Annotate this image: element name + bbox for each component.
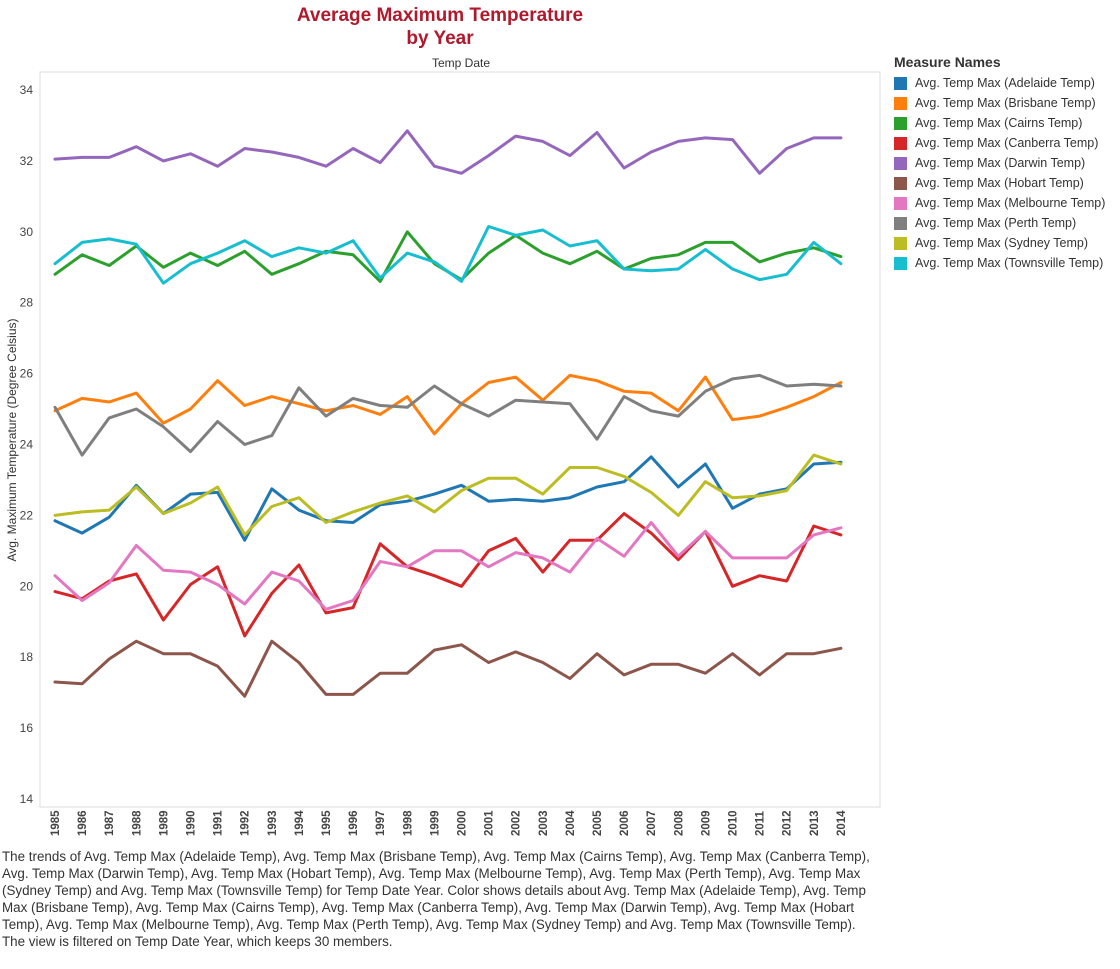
series-line-3[interactable] [53, 512, 843, 638]
x-tick-label: 2000 [457, 810, 469, 836]
legend-items: Avg. Temp Max (Adelaide Temp) Avg. Temp M… [894, 73, 1120, 273]
legend-item[interactable]: Avg. Temp Max (Melbourne Temp) [894, 193, 1120, 213]
y-tick-label: 18 [20, 650, 34, 664]
legend-swatch [894, 236, 907, 250]
x-tick-label: 1990 [186, 810, 198, 836]
chart-caption: The trends of Avg. Temp Max (Adelaide Te… [2, 849, 870, 949]
legend-label: Avg. Temp Max (Darwin Temp) [915, 156, 1086, 170]
legend-swatch [894, 196, 907, 210]
x-tick-label: 1986 [77, 810, 89, 836]
y-axis: 14 16 18 20 22 24 26 28 30 32 34 [20, 83, 34, 806]
x-tick-label: 2008 [673, 810, 685, 836]
series-line-1[interactable] [53, 373, 843, 436]
legend-swatch [894, 96, 907, 110]
legend-item[interactable]: Avg. Temp Max (Darwin Temp) [894, 153, 1120, 173]
legend-item[interactable]: Avg. Temp Max (Sydney Temp) [894, 233, 1120, 253]
legend-item[interactable]: Avg. Temp Max (Hobart Temp) [894, 173, 1120, 193]
x-tick-label: 2006 [619, 810, 631, 836]
x-axis-header: Temp Date [432, 56, 490, 70]
y-tick-label: 20 [20, 579, 34, 593]
series-line-8[interactable] [53, 453, 843, 537]
x-tick-label: 1989 [158, 810, 170, 836]
legend-label: Avg. Temp Max (Cairns Temp) [915, 116, 1083, 130]
series-line-4[interactable] [53, 129, 843, 175]
series-line-7[interactable] [53, 373, 843, 457]
legend-label: Avg. Temp Max (Perth Temp) [915, 216, 1077, 230]
chart-title: Average Maximum Temperature by Year [200, 4, 680, 50]
x-tick-label: 1992 [240, 810, 252, 836]
x-tick-label: 1987 [104, 810, 116, 836]
legend-label: Avg. Temp Max (Townsville Temp) [915, 256, 1104, 270]
legend-item[interactable]: Avg. Temp Max (Brisbane Temp) [894, 93, 1120, 113]
legend-label: Avg. Temp Max (Hobart Temp) [915, 176, 1084, 190]
legend-label: Avg. Temp Max (Melbourne Temp) [915, 196, 1106, 210]
legend-label: Avg. Temp Max (Canberra Temp) [915, 136, 1099, 150]
legend-label: Avg. Temp Max (Brisbane Temp) [915, 96, 1096, 110]
legend-swatch [894, 116, 907, 130]
plot-area-frame [39, 71, 881, 808]
legend-swatch [894, 256, 907, 270]
series-line-2[interactable] [53, 230, 843, 283]
series-line-6[interactable] [53, 521, 843, 611]
x-tick-label: 1995 [321, 810, 333, 836]
legend-item[interactable]: Avg. Temp Max (Canberra Temp) [894, 133, 1120, 153]
chart-title-line-1: Average Maximum Temperature [296, 5, 584, 26]
y-tick-label: 34 [20, 83, 34, 97]
x-tick-label: 2001 [484, 810, 496, 836]
legend-item[interactable]: Avg. Temp Max (Adelaide Temp) [894, 73, 1120, 93]
legend-title: Measure Names [894, 54, 1001, 70]
x-tick-label: 1997 [375, 810, 387, 836]
legend-swatch [894, 136, 907, 150]
x-tick-label: 1996 [348, 810, 360, 836]
y-axis-label: Avg. Maximum Temperature (Degree Celsius… [5, 319, 19, 562]
x-tick-label: 1994 [294, 810, 306, 836]
x-tick-label: 2007 [646, 810, 658, 836]
series-layer [53, 129, 843, 698]
series-line-5[interactable] [53, 639, 843, 698]
x-tick-label: 1993 [267, 810, 279, 836]
y-tick-label: 22 [20, 508, 34, 522]
legend-swatch [894, 216, 907, 230]
series-line-0[interactable] [53, 455, 843, 542]
legend-item[interactable]: Avg. Temp Max (Cairns Temp) [894, 113, 1120, 133]
x-tick-label: 2013 [809, 810, 821, 836]
x-tick-label: 2004 [565, 810, 577, 836]
y-tick-label: 28 [20, 296, 34, 310]
x-tick-label: 1998 [402, 810, 414, 836]
series-line-9[interactable] [53, 225, 843, 285]
chart-title-line-2: by Year [406, 28, 474, 49]
legend-item[interactable]: Avg. Temp Max (Perth Temp) [894, 213, 1120, 233]
x-tick-label: 2010 [728, 810, 740, 836]
x-tick-label: 2011 [755, 810, 767, 836]
x-tick-label: 1985 [50, 810, 62, 836]
x-tick-label: 1991 [213, 810, 225, 836]
y-tick-label: 24 [20, 438, 34, 452]
legend: Measure Names Avg. Temp Max (Adelaide Te… [894, 54, 1120, 273]
y-tick-label: 14 [20, 792, 34, 806]
x-tick-label: 2003 [538, 810, 550, 836]
y-tick-label: 30 [20, 225, 34, 239]
x-tick-label: 2009 [700, 810, 712, 836]
legend-label: Avg. Temp Max (Sydney Temp) [915, 236, 1088, 250]
legend-label: Avg. Temp Max (Adelaide Temp) [915, 76, 1095, 90]
legend-swatch [894, 176, 907, 190]
y-tick-label: 16 [20, 721, 34, 735]
legend-swatch [894, 156, 907, 170]
line-chart: Temp Date Avg. Maximum Temperature (Degr… [5, 56, 881, 836]
x-tick-label: 2005 [592, 810, 604, 836]
x-axis: 1985 1986 1987 1988 1989 1990 1991 1992 1993 1994… [50, 810, 848, 836]
x-tick-label: 2002 [511, 810, 523, 836]
y-tick-label: 32 [20, 154, 34, 168]
legend-item[interactable]: Avg. Temp Max (Townsville Temp) [894, 253, 1120, 273]
x-tick-label: 2012 [782, 810, 794, 836]
y-tick-label: 26 [20, 367, 34, 381]
x-tick-label: 1988 [131, 810, 143, 836]
x-tick-label: 1999 [429, 810, 441, 836]
legend-swatch [894, 76, 907, 90]
x-tick-label: 2014 [836, 810, 848, 836]
